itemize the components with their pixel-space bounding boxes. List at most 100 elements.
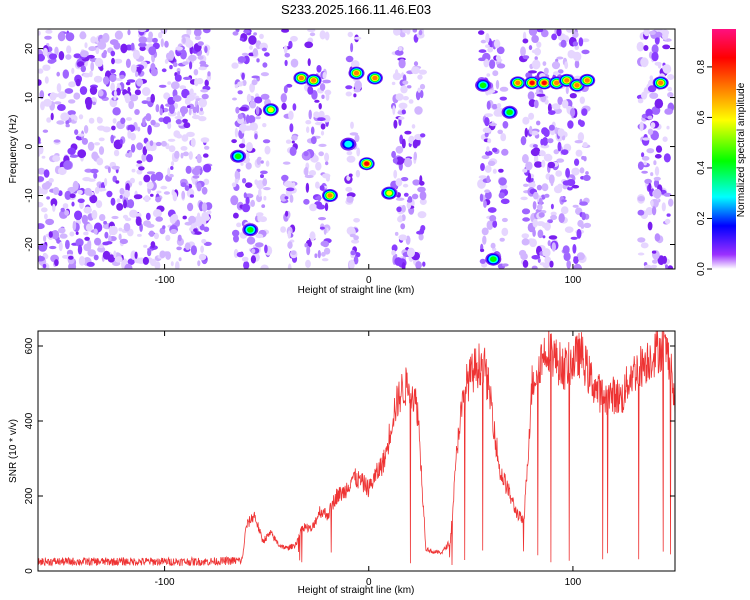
noise-blob: [251, 75, 260, 79]
noise-blob: [52, 203, 56, 212]
noise-blob: [280, 226, 286, 233]
noise-blob: [182, 37, 186, 44]
noise-blob: [57, 104, 66, 111]
noise-blob: [102, 32, 110, 43]
noise-blob: [413, 139, 421, 146]
noise-blob: [112, 107, 121, 116]
colorbar-tick-label: 0.6: [696, 110, 707, 124]
noise-blob: [566, 260, 571, 269]
noise-blob: [119, 138, 123, 145]
noise-blob: [110, 197, 116, 206]
noise-blob: [81, 214, 88, 225]
noise-blob: [284, 196, 289, 200]
noise-blob: [177, 71, 181, 75]
noise-blob: [91, 96, 96, 102]
snr-y-tick-label: 0: [24, 568, 35, 574]
spectral-peak: [242, 223, 259, 237]
noise-blob: [662, 255, 667, 264]
noise-blob: [536, 184, 543, 191]
noise-blob: [310, 126, 315, 135]
noise-blob: [291, 250, 297, 256]
noise-blob: [314, 253, 318, 258]
snr-x-tick-label: 100: [565, 577, 582, 588]
noise-blob: [239, 123, 248, 132]
noise-blob: [406, 199, 413, 203]
noise-blob: [64, 88, 74, 94]
noise-blob: [133, 194, 143, 200]
peak-contour: [234, 153, 242, 160]
noise-blob: [237, 56, 246, 63]
noise-blob: [543, 67, 549, 75]
snr-y-tick-label: 600: [24, 337, 35, 354]
noise-blob: [203, 153, 209, 158]
noise-blob: [644, 264, 652, 269]
noise-blob: [281, 102, 287, 111]
noise-blob: [147, 124, 152, 135]
noise-blob: [315, 161, 322, 171]
noise-blob: [582, 38, 590, 43]
noise-blob: [123, 199, 127, 209]
noise-blob: [203, 241, 212, 246]
noise-blob: [68, 262, 77, 269]
noise-blob: [41, 182, 51, 190]
noise-blob: [42, 47, 48, 57]
noise-blob: [44, 213, 48, 220]
noise-blob: [406, 85, 412, 89]
noise-blob: [542, 137, 549, 146]
noise-blob: [483, 200, 487, 208]
noise-blob: [56, 71, 60, 77]
noise-blob: [146, 97, 151, 102]
noise-blob: [585, 171, 589, 175]
snr-series-line: [38, 331, 675, 567]
noise-blob: [650, 200, 654, 207]
noise-blob: [398, 46, 403, 52]
spectrogram-y-tick-label: 20: [24, 43, 35, 55]
noise-blob: [319, 30, 326, 40]
noise-blob: [243, 261, 250, 269]
spectral-peak: [262, 103, 279, 117]
noise-blob: [573, 263, 582, 269]
noise-blob: [183, 76, 191, 80]
noise-blob: [184, 242, 191, 251]
noise-blob: [262, 123, 267, 128]
noise-blob: [232, 97, 237, 101]
peak-contour: [515, 80, 521, 86]
noise-blob: [392, 157, 398, 164]
noise-blob: [498, 168, 504, 173]
noise-blob: [654, 61, 662, 66]
noise-blob: [245, 162, 252, 170]
noise-blob: [127, 29, 131, 36]
noise-blob: [478, 175, 487, 180]
noise-blob: [497, 129, 504, 135]
noise-blob: [564, 61, 569, 69]
noise-blob: [349, 233, 356, 238]
noise-blob: [664, 108, 673, 115]
noise-blob: [537, 258, 541, 263]
noise-blob: [106, 190, 113, 198]
noise-blob: [153, 232, 159, 240]
noise-blob: [543, 153, 553, 162]
noise-blob: [522, 259, 529, 268]
noise-blob: [539, 150, 546, 157]
noise-blob: [48, 53, 58, 60]
noise-blob: [543, 128, 550, 138]
noise-blob: [350, 250, 356, 256]
noise-blob: [237, 90, 243, 95]
noise-blob: [572, 204, 579, 208]
noise-blob: [393, 169, 398, 179]
noise-blob: [321, 94, 325, 100]
noise-blob: [415, 90, 421, 101]
noise-blob: [107, 166, 111, 174]
noise-blob: [647, 85, 657, 93]
noise-blob: [260, 160, 264, 164]
noise-blob: [649, 30, 656, 35]
noise-blob: [523, 183, 529, 187]
noise-blob: [407, 247, 415, 258]
noise-blob: [547, 240, 551, 247]
noise-blob: [51, 230, 60, 240]
noise-blob: [127, 129, 132, 139]
noise-blob: [104, 231, 109, 239]
noise-blob: [58, 227, 66, 234]
noise-blob: [486, 220, 494, 230]
